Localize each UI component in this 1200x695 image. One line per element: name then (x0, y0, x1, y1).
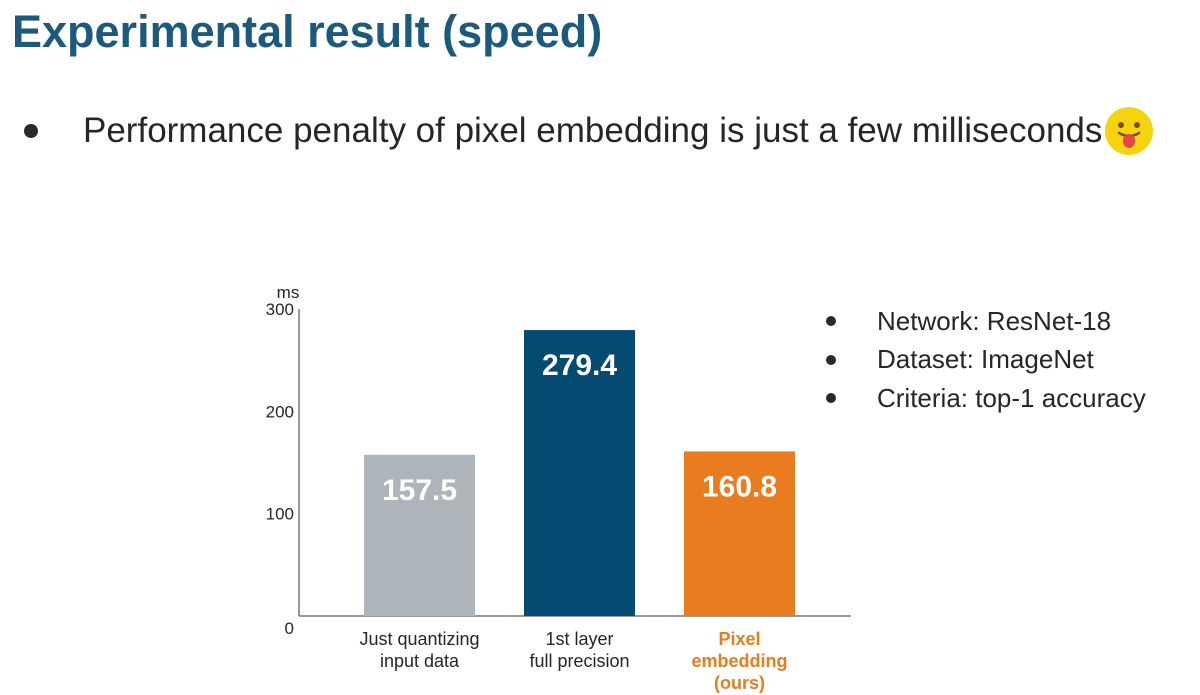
x-category-label-1-line-1: Just quantizing (359, 629, 479, 649)
slide-title: Experimental result (speed) (12, 6, 603, 57)
bar-1 (364, 454, 475, 616)
info-item-network: Network: ResNet-18 (820, 302, 1146, 341)
bar-2 (524, 330, 635, 616)
y-tick-label-300: 300 (266, 300, 294, 319)
y-tick-label-0: 0 (285, 619, 294, 638)
bar-value-label-2: 279.4 (542, 349, 617, 382)
bar-value-label-3: 160.8 (702, 470, 777, 503)
bar-value-label-1: 157.5 (382, 474, 457, 507)
bullet-dot (24, 124, 38, 138)
y-tick-label-200: 200 (266, 402, 294, 421)
x-category-label-3-line-1: Pixel (718, 629, 760, 649)
x-category-label-2-line-1: 1st layer (545, 629, 613, 649)
info-item-dataset: Dataset: ImageNet (820, 341, 1146, 380)
info-criteria-text: Criteria: top-1 accuracy (877, 382, 1146, 413)
y-axis-unit-label: ms (277, 283, 300, 302)
smiling-tongue-out-emoji-icon (1105, 107, 1154, 155)
bar-3 (684, 451, 795, 616)
x-category-label-1-line-2: input data (380, 651, 460, 671)
info-dataset-text: Dataset: ImageNet (877, 344, 1094, 375)
info-bullet-dot (826, 354, 836, 365)
info-bullet-dot (826, 393, 836, 404)
info-network-text: Network: ResNet-18 (877, 305, 1112, 336)
main-bullet: Performance penalty of pixel embedding i… (24, 107, 1154, 155)
x-category-label-3-line-2: embedding (691, 651, 787, 671)
info-bullet-dot (826, 316, 836, 327)
experiment-info-list: Network: ResNet-18 Dataset: ImageNet Cri… (820, 302, 1146, 418)
x-category-label-2-line-2: full precision (529, 651, 629, 671)
y-tick-label-100: 100 (266, 505, 294, 524)
info-item-criteria: Criteria: top-1 accuracy (820, 379, 1146, 418)
x-category-label-3-line-3: (ours) (714, 673, 765, 693)
bullet-text: Performance penalty of pixel embedding i… (83, 111, 1103, 150)
